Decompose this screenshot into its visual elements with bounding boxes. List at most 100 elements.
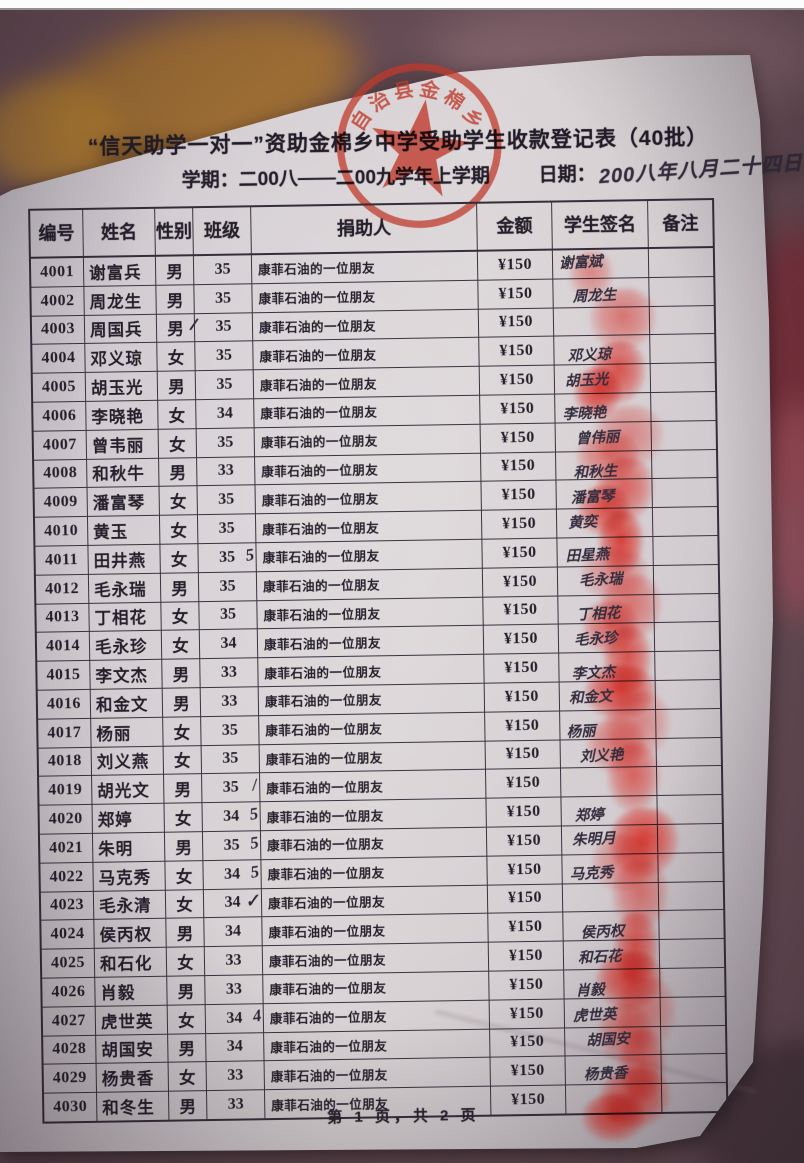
gender-text: 女 [175, 867, 193, 887]
class-text: 35 [214, 260, 231, 278]
cell-class: 33 [200, 658, 259, 688]
cell-id: 4007 [33, 430, 88, 460]
cell-gender: 男 [159, 457, 198, 487]
cell-amount: ¥150 [487, 855, 563, 885]
cell-name: 朱明 [92, 832, 166, 862]
cell-donor: 康菲石油的一位朋友 [264, 1057, 491, 1090]
cell-donor: 康菲石油的一位朋友 [252, 280, 479, 312]
table-rows: 4001 谢富兵 男 35 康菲石油的一位朋友 ¥150 谢富斌 4002 周龙… [30, 248, 726, 1143]
cell-amount: ¥150 [489, 970, 565, 1000]
cell-id: 4016 [37, 689, 92, 719]
cell-note [649, 248, 713, 277]
cell-gender: 女 [158, 428, 198, 458]
cell-amount: ¥150 [478, 308, 555, 338]
cell-gender: 男 [155, 256, 195, 285]
signature-text: 曾伟丽 [575, 429, 620, 448]
cell-gender: 男 [164, 832, 204, 861]
cell-class: 35 [197, 485, 256, 515]
class-text: 33 [225, 951, 242, 969]
class-text: 35 [222, 778, 239, 797]
cell-class: 35 5 [198, 543, 257, 572]
cell-id: 4015 [37, 661, 91, 690]
class-text: 35 [218, 548, 236, 566]
cell-id: 4020 [39, 804, 93, 834]
cell-amount: ¥150 [485, 768, 562, 798]
date-handwritten: 200八年八月二十四日 [598, 152, 804, 189]
cell-amount: ¥150 [486, 797, 562, 827]
cell-gender: 女 [164, 803, 203, 832]
col-header-signature: 学生签名 [552, 201, 649, 249]
cell-note [651, 392, 715, 421]
cell-note [654, 565, 718, 594]
cell-donor: 康菲石油的一位朋友 [255, 453, 482, 485]
registry-table: 编号 姓名 性别 班级 捐助人 金额 学生签名 备注 4001 谢富兵 男 35 [28, 198, 729, 1143]
cell-amount: ¥150 [478, 279, 554, 309]
class-text: 35 [215, 346, 233, 365]
cell-note [655, 651, 719, 680]
cell-name: 和金文 [90, 688, 164, 718]
cell-donor: 康菲石油的一位朋友 [253, 338, 480, 370]
cell-name: 李晓艳 [86, 400, 159, 430]
class-text: 33 [225, 980, 243, 998]
cell-amount: ¥150 [488, 912, 564, 942]
gender-text: 女 [172, 637, 189, 656]
cell-donor: 康菲石油的一位朋友 [260, 798, 487, 831]
cell-note [654, 594, 718, 623]
cell-donor: 康菲石油的一位朋友 [254, 395, 481, 428]
cell-donor: 康菲石油的一位朋友 [256, 568, 484, 600]
signature-text: 胡国安 [585, 1031, 631, 1050]
gender-text: 男 [178, 1040, 196, 1059]
cell-signature: 谢富斌 [552, 249, 650, 300]
cell-class: 35 / [202, 773, 261, 803]
class-text: 33 [227, 1066, 244, 1084]
cell-class: 35 [198, 572, 258, 601]
cell-gender: 男 [162, 688, 202, 717]
cell-name: 侯丙权 [94, 919, 167, 948]
document-content: “信天助学一对一”资助金棉乡中学受助学生收款登记表（40批） 学期：二00八——… [0, 10, 804, 1163]
cell-gender: 女 [167, 1004, 207, 1034]
cell-name: 毛永珍 [89, 631, 163, 661]
class-text: 35 [218, 519, 235, 537]
cell-donor: 康菲石油的一位朋友 [253, 366, 481, 399]
cell-id: 4027 [42, 1006, 97, 1036]
cell-note [651, 363, 715, 392]
cell-amount: ¥150 [485, 711, 561, 741]
cell-donor: 康菲石油的一位朋友 [260, 827, 488, 859]
cell-name: 杨贵香 [96, 1063, 169, 1092]
class-text: 35 [214, 289, 232, 307]
cell-id: 4009 [34, 488, 88, 517]
signature-text: 刘义艳 [579, 747, 624, 766]
cell-class: 33 [200, 687, 260, 716]
cell-class: 34 [199, 629, 259, 659]
cell-class: 35 [194, 284, 253, 313]
cell-class: 35 [193, 255, 253, 284]
cell-note [653, 536, 717, 565]
cell-donor: 康菲石油的一位朋友 [258, 683, 486, 715]
class-correction-mark: 5 [247, 803, 260, 825]
cell-note [659, 910, 723, 939]
class-correction-mark: 5 [248, 832, 260, 853]
cell-amount: ¥150 [483, 624, 560, 654]
col-header-class: 班级 [193, 207, 252, 255]
cell-id: 4004 [32, 344, 86, 373]
cell-class: 33 [204, 946, 264, 976]
cell-donor: 康菲石油的一位朋友 [261, 856, 488, 888]
cell-donor: 康菲石油的一位朋友 [251, 251, 479, 284]
gender-text: 男 [166, 292, 184, 311]
cell-class: 34 5 [203, 859, 262, 889]
cell-id: 4029 [43, 1064, 98, 1093]
gender-text: 女 [173, 752, 191, 772]
cell-gender: 男 [160, 572, 200, 602]
signature-text: 胡玉光 [564, 371, 609, 390]
cell-gender: 女 [161, 630, 201, 659]
cell-donor: 康菲石油的一位朋友 [261, 885, 489, 917]
signature-text: 李文杰 [571, 664, 616, 683]
gender-text: 男 [167, 320, 184, 340]
cell-name: 和石化 [94, 947, 168, 977]
seal-star-icon [371, 99, 470, 197]
class-text: 34 [226, 1009, 243, 1027]
cell-class: 34 5 [202, 802, 261, 832]
cell-id: 4021 [39, 833, 94, 863]
cell-name: 毛永清 [93, 890, 167, 920]
